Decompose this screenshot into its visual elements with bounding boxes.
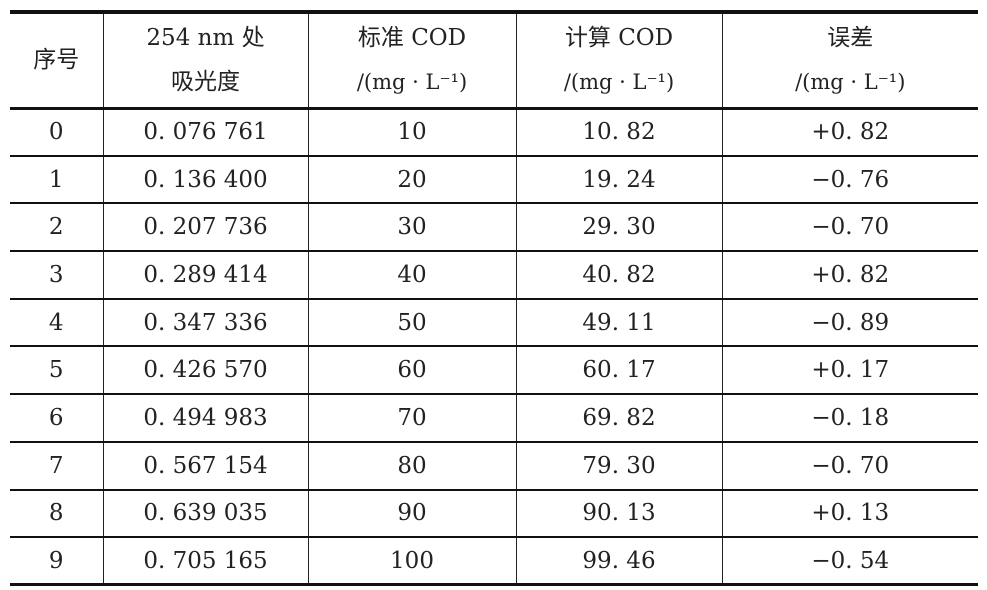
- error-cell: +0. 17: [721, 346, 978, 395]
- error-cell: −0. 70: [721, 203, 978, 252]
- calculated-cod-cell: 69. 82: [515, 394, 722, 442]
- absorbance-cell: 0. 289 414: [102, 251, 308, 299]
- header-error: 误差 /(mg · L⁻¹): [721, 12, 978, 108]
- table-row: 7 0. 567 154 80 79. 30 −0. 70: [10, 441, 978, 490]
- standard-cod-cell: 90: [307, 489, 516, 538]
- table-row: 6 0. 494 983 70 69. 82 −0. 18: [10, 394, 978, 442]
- header-line2: /(mg · L⁻¹): [356, 70, 468, 95]
- header-standard-cod: 标准 COD /(mg · L⁻¹): [307, 12, 516, 108]
- standard-cod-cell: 10: [307, 108, 516, 156]
- table-row: 1 0. 136 400 20 19. 24 −0. 76: [10, 155, 978, 204]
- calculated-cod-cell: 19. 24: [515, 155, 722, 204]
- standard-cod-cell: 40: [307, 251, 516, 299]
- header-line1: 误差: [827, 25, 874, 52]
- table-body: 0 0. 076 761 10 10. 82 +0. 82 1 0. 136 400 20 19…: [10, 108, 978, 585]
- absorbance-cell: 0. 639 035: [102, 489, 308, 538]
- absorbance-cell: 0. 494 983: [102, 394, 308, 442]
- standard-cod-cell: 20: [307, 155, 516, 204]
- table-row: 5 0. 426 570 60 60. 17 +0. 17: [10, 346, 978, 395]
- calculated-cod-cell: 10. 82: [515, 108, 722, 156]
- error-cell: −0. 89: [721, 298, 978, 347]
- error-cell: −0. 54: [721, 537, 978, 585]
- calculated-cod-cell: 49. 11: [515, 298, 722, 347]
- header-line2: 吸光度: [171, 69, 240, 96]
- absorbance-cell: 0. 426 570: [102, 346, 308, 395]
- table-header: 序号 254 nm 处吸光度 标准 COD /(mg · L⁻¹) 计算 COD /(mg…: [10, 12, 978, 108]
- error-cell: −0. 18: [721, 394, 978, 442]
- header-absorbance: 254 nm 处吸光度: [102, 12, 308, 108]
- calculated-cod-cell: 29. 30: [515, 203, 722, 252]
- error-cell: +0. 13: [721, 489, 978, 538]
- error-cell: −0. 70: [721, 441, 978, 490]
- absorbance-cell: 0. 207 736: [102, 203, 308, 252]
- calculated-cod-cell: 60. 17: [515, 346, 722, 395]
- calculated-cod-cell: 79. 30: [515, 441, 722, 490]
- index-cell: 5: [48, 357, 64, 384]
- cod-data-table: 序号 254 nm 处吸光度 标准 COD /(mg · L⁻¹) 计算 COD /(mg…: [10, 10, 978, 586]
- index-cell: 0: [48, 119, 64, 146]
- table-row: 0 0. 076 761 10 10. 82 +0. 82: [10, 108, 978, 156]
- header-line2: /(mg · L⁻¹): [795, 70, 906, 95]
- error-cell: +0. 82: [721, 251, 978, 299]
- error-cell: +0. 82: [721, 108, 978, 156]
- index-cell: 3: [48, 261, 64, 288]
- table-row: 9 0. 705 165 100 99. 46 −0. 54: [10, 537, 978, 585]
- index-cell: 9: [48, 547, 64, 574]
- index-cell: 7: [48, 452, 64, 479]
- table-row: 3 0. 289 414 40 40. 82 +0. 82: [10, 251, 978, 299]
- header-index: 序号: [10, 12, 103, 108]
- table-row: 8 0. 639 035 90 90. 13 +0. 13: [10, 489, 978, 538]
- absorbance-cell: 0. 567 154: [102, 441, 308, 490]
- index-cell: 2: [48, 214, 64, 241]
- header-line2: /(mg · L⁻¹): [563, 70, 675, 95]
- header-line1: 标准 COD: [357, 25, 467, 52]
- index-cell: 8: [48, 500, 64, 527]
- standard-cod-cell: 60: [307, 346, 516, 395]
- header-calculated-cod: 计算 COD /(mg · L⁻¹): [515, 12, 722, 108]
- index-cell: 1: [48, 166, 64, 193]
- index-cell: 4: [48, 309, 64, 336]
- header-line1: 计算 COD: [564, 25, 674, 52]
- standard-cod-cell: 80: [307, 441, 516, 490]
- absorbance-cell: 0. 076 761: [102, 108, 308, 156]
- absorbance-cell: 0. 136 400: [102, 155, 308, 204]
- standard-cod-cell: 50: [307, 298, 516, 347]
- table-row: 4 0. 347 336 50 49. 11 −0. 89: [10, 298, 978, 347]
- index-cell: 6: [48, 404, 64, 431]
- header-line1: 序号: [33, 47, 80, 74]
- calculated-cod-cell: 90. 13: [515, 489, 722, 538]
- absorbance-cell: 0. 705 165: [102, 537, 308, 585]
- absorbance-cell: 0. 347 336: [102, 298, 308, 347]
- error-cell: −0. 76: [721, 155, 978, 204]
- calculated-cod-cell: 99. 46: [515, 537, 722, 585]
- header-line1: 254 nm 处: [146, 25, 265, 52]
- standard-cod-cell: 70: [307, 394, 516, 442]
- table-row: 2 0. 207 736 30 29. 30 −0. 70: [10, 203, 978, 252]
- standard-cod-cell: 30: [307, 203, 516, 252]
- calculated-cod-cell: 40. 82: [515, 251, 722, 299]
- standard-cod-cell: 100: [307, 537, 516, 585]
